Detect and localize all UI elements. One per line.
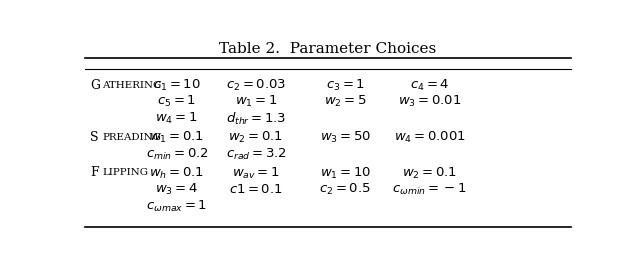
Text: $d_{thr} = 1.3$: $d_{thr} = 1.3$: [226, 111, 286, 127]
Text: $c_3 = 1$: $c_3 = 1$: [326, 78, 365, 93]
Text: F: F: [90, 166, 99, 179]
Text: $c_2 = 0.03$: $c_2 = 0.03$: [226, 78, 286, 93]
Text: $w_3 = 0.01$: $w_3 = 0.01$: [398, 94, 461, 110]
Text: $c_1 = 10$: $c_1 = 10$: [153, 78, 200, 93]
Text: $w_2 = 5$: $w_2 = 5$: [324, 94, 367, 110]
Text: $w_1 = 10$: $w_1 = 10$: [320, 165, 371, 181]
Text: Table 2.  Parameter Choices: Table 2. Parameter Choices: [220, 42, 436, 56]
Text: S: S: [90, 131, 99, 144]
Text: PREADING: PREADING: [102, 133, 161, 142]
Text: ATHERING: ATHERING: [102, 81, 161, 90]
Text: $c_2 = 0.5$: $c_2 = 0.5$: [319, 182, 371, 197]
Text: $c_5 = 1$: $c_5 = 1$: [157, 94, 196, 110]
Text: LIPPING: LIPPING: [102, 168, 148, 177]
Text: $w_h = 0.1$: $w_h = 0.1$: [149, 165, 204, 181]
Text: $w_{av} = 1$: $w_{av} = 1$: [232, 165, 280, 181]
Text: $w_3 = 4$: $w_3 = 4$: [156, 182, 198, 197]
Text: $w_1 = 0.1$: $w_1 = 0.1$: [149, 130, 204, 145]
Text: G: G: [90, 79, 100, 92]
Text: $w_1 = 1$: $w_1 = 1$: [235, 94, 277, 110]
Text: $w_2 = 0.1$: $w_2 = 0.1$: [228, 130, 284, 145]
Text: $c_{rad} = 3.2$: $c_{rad} = 3.2$: [226, 147, 286, 162]
Text: $c_{\omega max} = 1$: $c_{\omega max} = 1$: [146, 199, 207, 214]
Text: $c_{min} = 0.2$: $c_{min} = 0.2$: [145, 147, 208, 162]
Text: $c_4 = 4$: $c_4 = 4$: [410, 78, 449, 93]
Text: $w_2 = 0.1$: $w_2 = 0.1$: [402, 165, 458, 181]
Text: $c_{\omega min} = -1$: $c_{\omega min} = -1$: [392, 182, 467, 197]
Text: $w_3 = 50$: $w_3 = 50$: [320, 130, 371, 145]
Text: $c1 = 0.1$: $c1 = 0.1$: [229, 183, 283, 196]
Text: $w_4 = 0.001$: $w_4 = 0.001$: [394, 130, 466, 145]
Text: $w_4 = 1$: $w_4 = 1$: [156, 111, 198, 126]
